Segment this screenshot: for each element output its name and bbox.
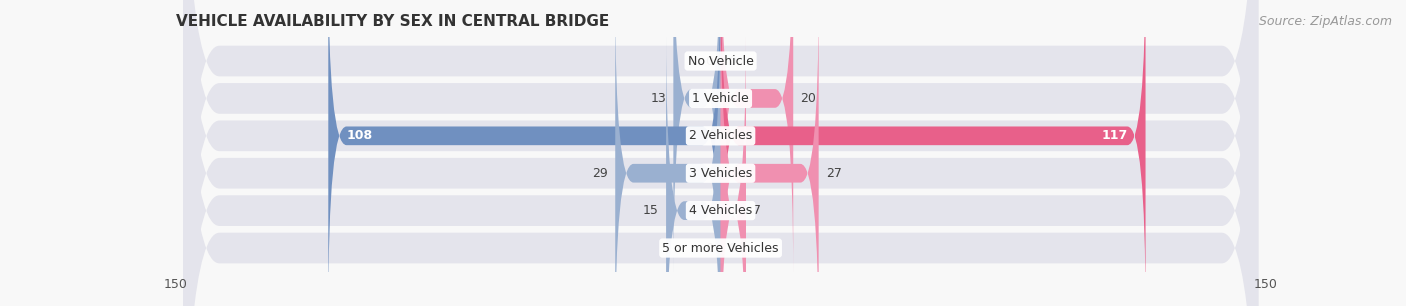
- FancyBboxPatch shape: [183, 0, 1258, 306]
- Text: 0: 0: [728, 54, 735, 68]
- Text: No Vehicle: No Vehicle: [688, 54, 754, 68]
- FancyBboxPatch shape: [673, 0, 721, 276]
- Text: 20: 20: [800, 92, 817, 105]
- FancyBboxPatch shape: [183, 0, 1258, 306]
- Legend: Male, Female: Male, Female: [636, 305, 806, 306]
- Text: 0: 0: [728, 241, 735, 255]
- Text: 1 Vehicle: 1 Vehicle: [692, 92, 749, 105]
- FancyBboxPatch shape: [329, 0, 721, 306]
- Text: 117: 117: [1101, 129, 1128, 142]
- Text: 13: 13: [651, 92, 666, 105]
- FancyBboxPatch shape: [183, 0, 1258, 306]
- Text: 5 or more Vehicles: 5 or more Vehicles: [662, 241, 779, 255]
- Text: 108: 108: [346, 129, 373, 142]
- Text: 3 Vehicles: 3 Vehicles: [689, 167, 752, 180]
- FancyBboxPatch shape: [666, 33, 721, 306]
- FancyBboxPatch shape: [183, 0, 1258, 306]
- Text: 0: 0: [706, 54, 713, 68]
- FancyBboxPatch shape: [721, 0, 818, 306]
- Text: 2 Vehicles: 2 Vehicles: [689, 129, 752, 142]
- Text: 29: 29: [592, 167, 607, 180]
- Text: 27: 27: [825, 167, 842, 180]
- Text: 7: 7: [754, 204, 761, 217]
- FancyBboxPatch shape: [183, 0, 1258, 306]
- Text: 15: 15: [643, 204, 659, 217]
- Text: 4 Vehicles: 4 Vehicles: [689, 204, 752, 217]
- Text: Source: ZipAtlas.com: Source: ZipAtlas.com: [1258, 15, 1392, 28]
- FancyBboxPatch shape: [721, 33, 747, 306]
- FancyBboxPatch shape: [183, 0, 1258, 306]
- FancyBboxPatch shape: [616, 0, 721, 306]
- FancyBboxPatch shape: [721, 0, 793, 276]
- Text: 0: 0: [706, 241, 713, 255]
- Text: VEHICLE AVAILABILITY BY SEX IN CENTRAL BRIDGE: VEHICLE AVAILABILITY BY SEX IN CENTRAL B…: [176, 13, 609, 28]
- FancyBboxPatch shape: [721, 0, 1146, 306]
